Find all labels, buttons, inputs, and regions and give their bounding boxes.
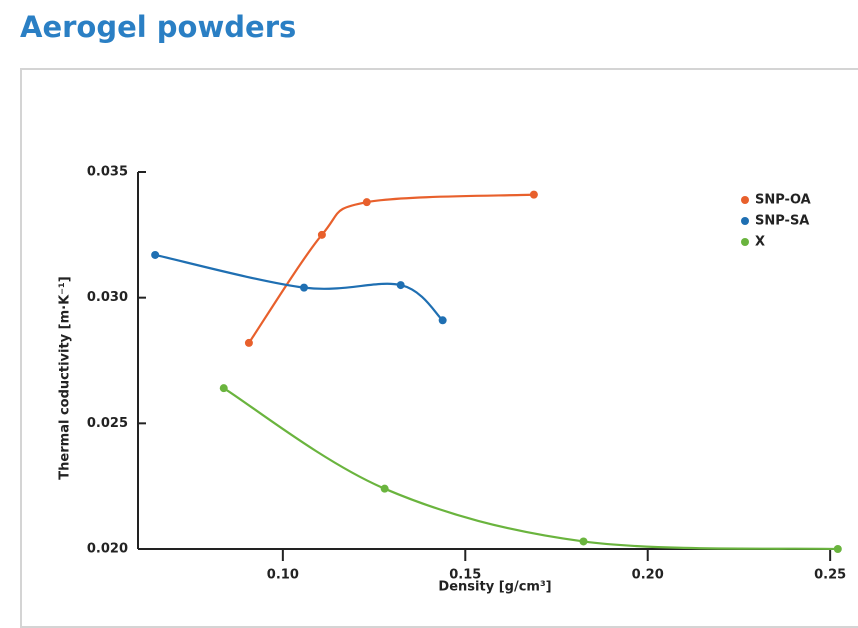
y-tick-label: 0.030 — [87, 290, 128, 305]
data-point — [151, 250, 160, 259]
data-point — [244, 338, 253, 347]
legend-label: SNP-SA — [755, 214, 809, 229]
data-point — [362, 198, 371, 207]
y-tick-label: 0.025 — [87, 416, 128, 431]
legend-marker — [741, 196, 749, 204]
y-axis-label: Thermal coductivity [m·K⁻¹] — [58, 276, 73, 479]
x-tick-label: 0.15 — [449, 568, 481, 583]
legend-marker — [741, 238, 749, 246]
series-line — [154, 253, 444, 322]
x-tick-label: 0.10 — [267, 568, 299, 583]
legend-label: SNP-OA — [755, 193, 811, 208]
data-point — [219, 384, 228, 393]
y-tick-label: 0.035 — [87, 165, 128, 180]
data-point — [438, 316, 447, 325]
series-line — [223, 387, 838, 551]
page: Aerogel powders Density [g/cm³] Thermal … — [20, 10, 858, 628]
data-point — [396, 281, 405, 290]
x-axis-label: Density [g/cm³] — [438, 580, 551, 595]
data-point — [529, 190, 538, 199]
legend-label: X — [755, 235, 765, 250]
data-point — [380, 484, 389, 493]
chart: Density [g/cm³] Thermal coductivity [m·K… — [58, 165, 847, 595]
x-tick-label: 0.25 — [814, 568, 846, 583]
data-point — [317, 230, 326, 239]
legend-marker — [741, 217, 749, 225]
page-title: Aerogel powders — [20, 10, 297, 44]
data-point — [833, 545, 842, 553]
y-tick-label: 0.020 — [87, 542, 128, 557]
data-point — [579, 537, 588, 546]
data-point — [300, 283, 309, 292]
series-line — [248, 193, 534, 344]
x-tick-label: 0.20 — [632, 568, 664, 583]
